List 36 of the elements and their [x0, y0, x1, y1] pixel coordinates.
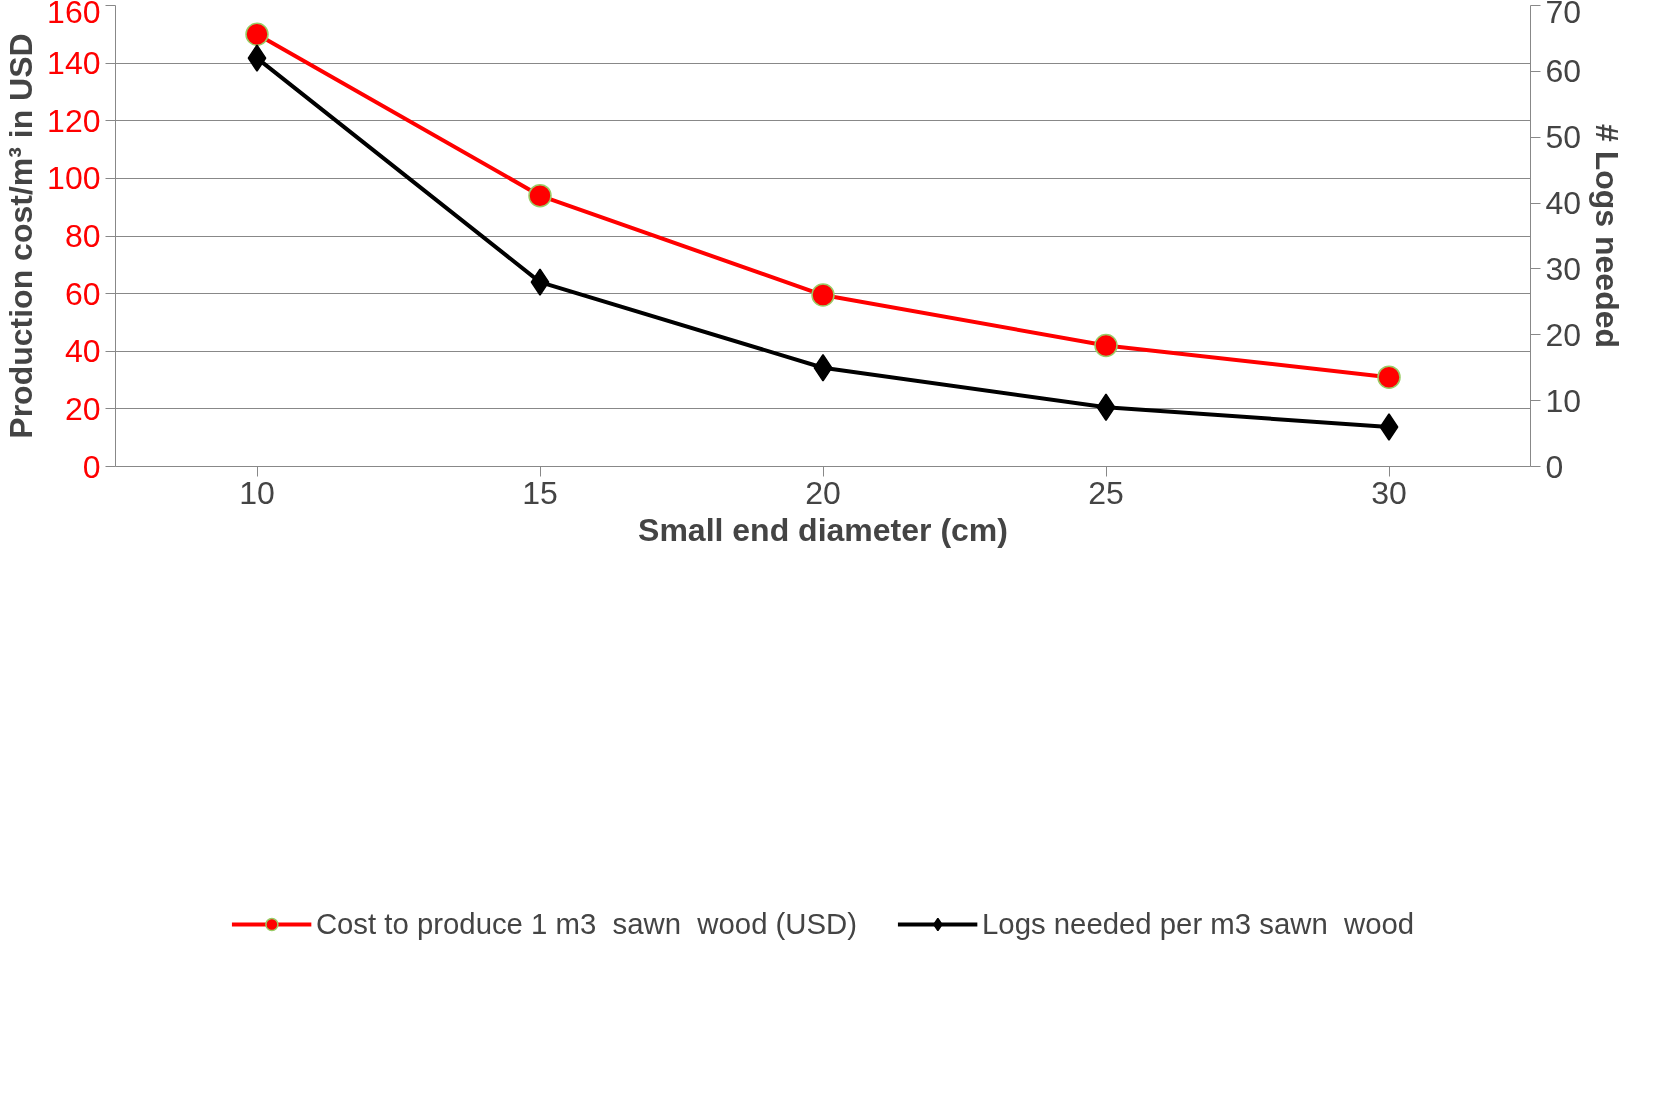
y-axis-title: Production cost/m³ in USD	[3, 33, 40, 439]
point	[1094, 333, 1118, 358]
y2-tick-label: 70	[1545, 0, 1582, 30]
y-tick-label: 80	[64, 218, 101, 254]
y-tick-label: 0	[82, 448, 101, 485]
x-tick-label: 25	[1088, 474, 1124, 511]
y-tick-label: 120	[47, 102, 101, 139]
y2-tick-label: 10	[1545, 382, 1582, 419]
point	[1379, 413, 1399, 441]
point	[530, 268, 550, 296]
point	[811, 283, 835, 307]
y2-tick-label: 30	[1545, 250, 1582, 287]
point	[247, 44, 267, 72]
point	[1377, 365, 1401, 389]
x-tick-label: 15	[522, 474, 558, 511]
x-axis-title: Small end diameter (cm)	[638, 511, 1008, 548]
x-tick-label: 30	[1371, 474, 1407, 511]
y-tick-label: 160	[47, 0, 101, 30]
y2-axis-title: # Logs needed	[1589, 123, 1626, 349]
y2-tick-label: 60	[1545, 53, 1582, 90]
point	[245, 22, 269, 47]
legend-label: Cost to produce 1 m3 sawn wood (USD)	[315, 907, 858, 941]
x-tick-label: 10	[239, 474, 275, 511]
legend-label: Logs needed per m3 sawn wood	[982, 907, 1415, 941]
y-tick-label: 20	[64, 390, 101, 427]
y-tick-label: 60	[64, 275, 101, 312]
y-tick-label: 140	[47, 45, 101, 82]
y2-tick-label: 50	[1545, 119, 1582, 156]
y2-tick-label: 40	[1545, 185, 1582, 222]
y-tick-label: 100	[47, 160, 101, 197]
point	[528, 183, 552, 208]
x-tick-label: 20	[805, 474, 841, 511]
y-tick-label: 40	[64, 333, 101, 370]
y2-tick-label: 20	[1545, 316, 1582, 353]
point	[1096, 393, 1116, 421]
y2-tick-label: 0	[1545, 448, 1564, 485]
